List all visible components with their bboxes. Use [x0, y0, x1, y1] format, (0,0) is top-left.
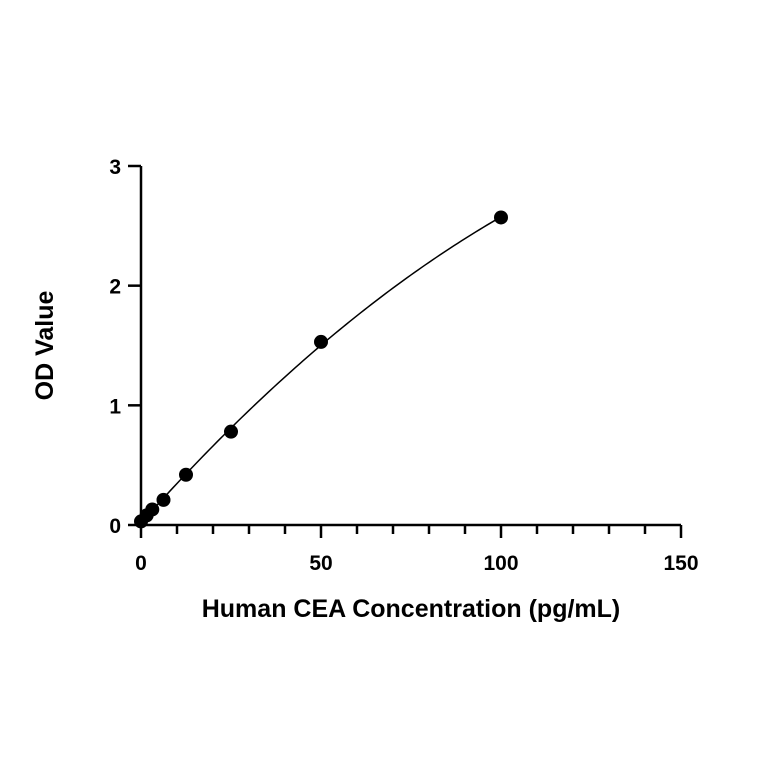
y-axis-title: OD Value: [31, 291, 59, 401]
data-point: [224, 424, 238, 439]
data-points: [134, 210, 508, 529]
axes: [139, 166, 681, 527]
x-tick-label: 100: [483, 552, 518, 575]
data-point: [494, 210, 508, 225]
ticks: 0 50 100 150 0 1 2 3: [109, 156, 698, 575]
fit-curve: [140, 216, 502, 524]
y-tick-label: 1: [109, 395, 121, 418]
y-tick-label: 3: [109, 156, 121, 179]
x-tick-label: 50: [309, 552, 332, 575]
data-point: [156, 492, 171, 507]
x-tick-label: 150: [663, 552, 698, 575]
fit-curve-group: [140, 216, 502, 524]
x-tick-label: 0: [135, 552, 147, 575]
data-point: [179, 467, 193, 482]
data-point: [145, 502, 160, 517]
y-tick-label: 2: [109, 276, 121, 299]
data-point: [314, 334, 328, 349]
y-tick-label: 0: [109, 515, 121, 538]
x-axis-title: Human CEA Concentration (pg/mL): [202, 595, 621, 623]
